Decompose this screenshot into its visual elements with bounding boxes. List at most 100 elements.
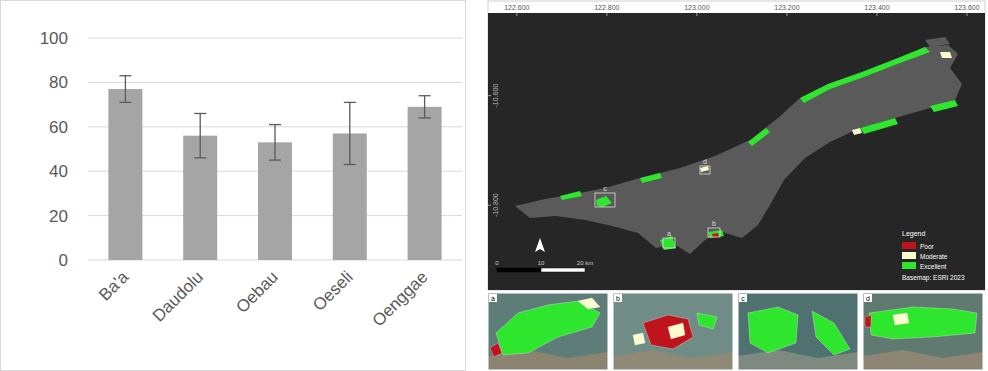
map-y-tick	[488, 95, 491, 96]
y-tick-label: 20	[49, 207, 68, 226]
y-tick-label: 100	[40, 29, 68, 48]
seagrass-patch	[860, 118, 898, 134]
x-tick-label: Oenggae	[369, 267, 432, 330]
inset-locator	[663, 238, 675, 248]
y-tick-label: 80	[49, 73, 68, 92]
map-x-tick	[516, 13, 517, 16]
seagrass-patch	[660, 236, 676, 250]
inset-patch	[490, 343, 502, 357]
inset-label: a	[491, 295, 495, 302]
inset-content	[738, 293, 858, 370]
map-x-tick	[786, 13, 787, 16]
inset-label-box	[614, 294, 622, 302]
seagrass-patch	[800, 47, 930, 103]
inset: c	[738, 293, 858, 370]
error-bar	[119, 76, 131, 103]
seagrass-patch	[940, 52, 952, 58]
x-tick-label: Oebau	[232, 267, 282, 317]
map: 122.600122.800123.000123.200123.400123.6…	[488, 1, 985, 370]
legend-swatch	[902, 262, 916, 269]
error-stem	[349, 102, 350, 164]
inset-patch	[812, 311, 850, 355]
legend-swatch	[902, 242, 916, 249]
islet	[925, 37, 950, 47]
map-x-tick	[876, 13, 877, 16]
figure: 020406080100Ba'aDaudoluOebauOeseliOengga…	[0, 0, 988, 371]
inset-patch	[496, 301, 600, 355]
inset-label-box	[739, 294, 747, 302]
y-tick-label: 40	[49, 162, 68, 181]
map-x-tick	[606, 13, 607, 16]
map-x-tick-label: 122.800	[594, 4, 619, 11]
inset-label-box	[489, 294, 497, 302]
map-y-tick-label: -10.800	[492, 193, 499, 217]
inset-frame	[488, 293, 608, 370]
error-cap	[194, 113, 206, 114]
islet	[568, 200, 586, 211]
scale-segment	[497, 268, 541, 272]
error-stem	[274, 125, 275, 161]
y-tick-label: 60	[49, 118, 68, 137]
inset-patch	[643, 315, 693, 349]
map-x-tick-label: 123.200	[774, 4, 799, 11]
inset-patch	[578, 298, 600, 309]
x-tick-label: Oeseli	[309, 267, 357, 315]
inset-locator-label: d	[703, 158, 707, 165]
island	[515, 45, 962, 254]
map-x-tick-label: 122.600	[504, 4, 529, 11]
error-stem	[125, 76, 126, 103]
inset: b	[613, 293, 733, 370]
x-axis: Ba'aDaudoluOebauOeseliOenggae	[95, 267, 431, 330]
inset-patch	[865, 315, 871, 327]
inset-locator-label: a	[667, 230, 671, 237]
error-cap	[344, 102, 356, 103]
basemap-credit: Basemap: ESRI 2023	[902, 274, 965, 282]
inset-label: d	[866, 295, 870, 302]
scale-label: 10	[538, 260, 545, 266]
inset-label: b	[616, 295, 620, 302]
bars	[108, 89, 441, 260]
inset-land	[863, 350, 983, 370]
inset-land	[738, 350, 858, 370]
scale-segment	[541, 268, 585, 272]
legend-label: Moderate	[920, 253, 948, 260]
error-cap	[119, 75, 131, 76]
inset-patch	[893, 313, 909, 325]
inset-patch	[697, 313, 717, 329]
x-tick-label: Daudolu	[149, 267, 207, 325]
inset-patch	[748, 307, 798, 353]
seagrass-patch	[640, 173, 662, 183]
error-cap	[194, 157, 206, 158]
scale-label: 0	[495, 260, 499, 266]
sea	[488, 13, 985, 290]
error-cap	[119, 102, 131, 103]
canvas: 020406080100Ba'aDaudoluOebauOeseliOengga…	[0, 0, 988, 371]
inset-locator	[700, 166, 710, 174]
inset-content	[488, 293, 608, 370]
legend-label: Excellent	[920, 263, 947, 270]
y-tick-label: 0	[59, 251, 68, 270]
inset-label: c	[741, 295, 745, 302]
inset-content	[613, 293, 733, 370]
map-x-tick	[696, 13, 697, 16]
inset-sea	[738, 293, 858, 370]
inset-label-box	[864, 294, 872, 302]
inset-patch	[668, 323, 685, 339]
inset-sea	[488, 293, 608, 370]
scale-label: 20 km	[577, 260, 593, 266]
error-cap	[344, 164, 356, 165]
error-bar	[194, 113, 206, 157]
map-x-tick-label: 123.000	[684, 4, 709, 11]
map-x-tick	[966, 13, 967, 16]
error-cap	[269, 124, 281, 125]
inset-frame	[738, 293, 858, 370]
bar	[258, 142, 292, 260]
inset-content	[863, 293, 983, 370]
map-x-tick-label: 123.600	[954, 4, 979, 11]
error-bar	[269, 125, 281, 161]
inset-locator	[708, 228, 720, 237]
inset-frame	[863, 293, 983, 370]
legend-label: Poor	[920, 243, 935, 250]
seagrass-patch	[748, 128, 770, 146]
bar	[408, 107, 442, 260]
